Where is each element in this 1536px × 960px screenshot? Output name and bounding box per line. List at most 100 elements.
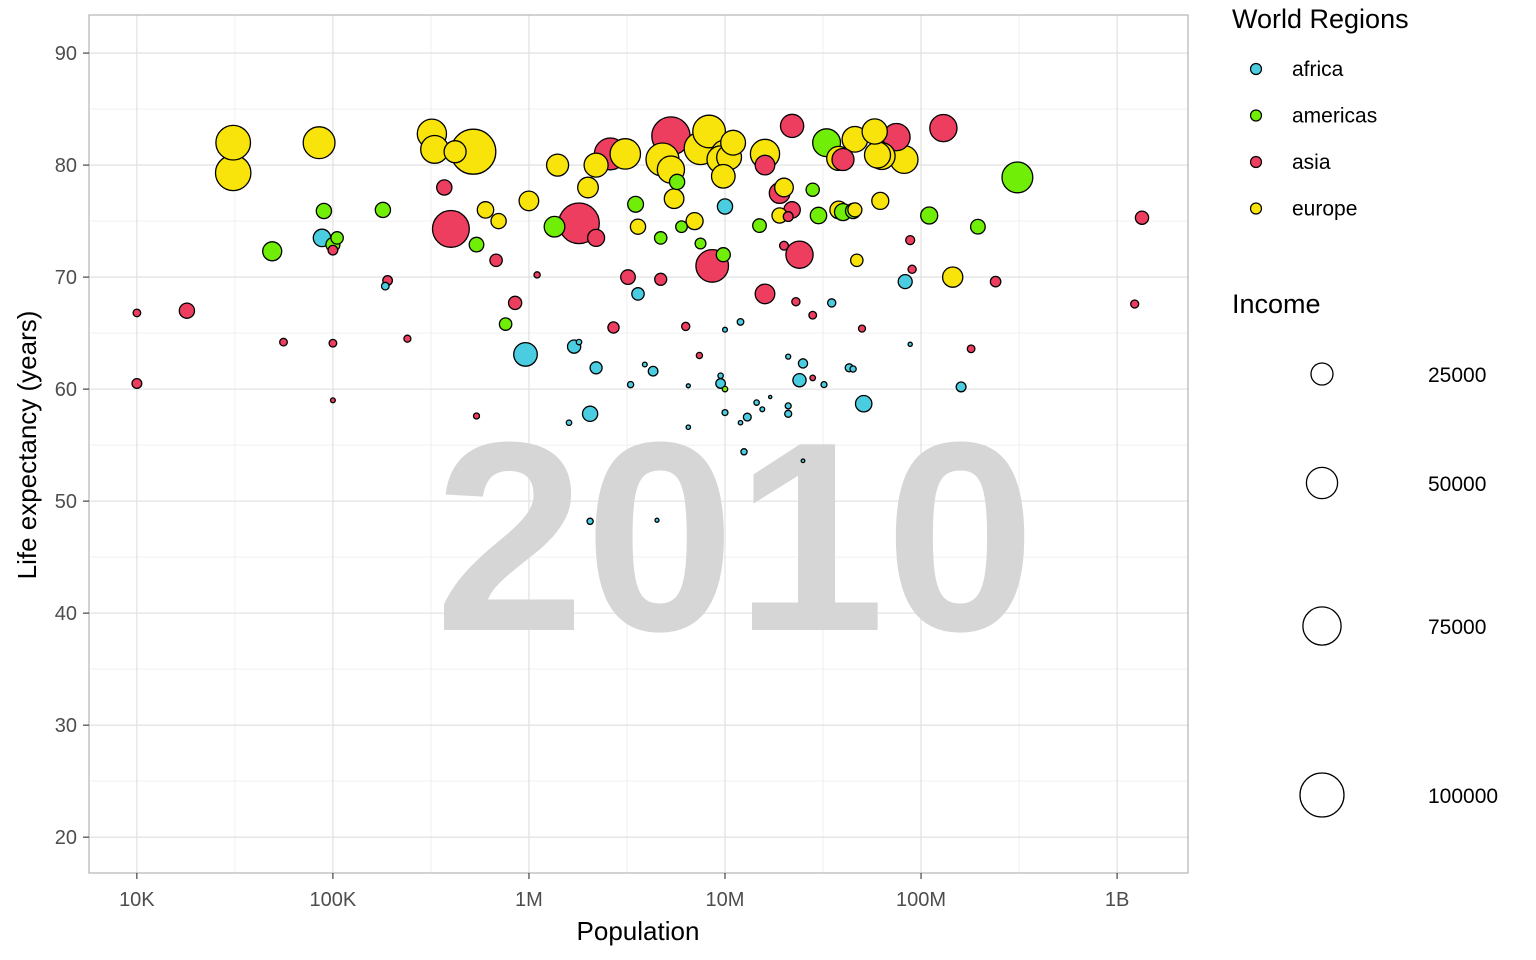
- bubble-africa: [955, 381, 967, 393]
- x-axis-ticks: 10K 100K 1M 10M 100M 1B: [119, 873, 1129, 911]
- bubble-africa: [716, 198, 734, 215]
- bubble-africa: [854, 394, 873, 413]
- bubble-asia: [785, 240, 814, 269]
- bubble-europe: [609, 138, 642, 170]
- x-tick-label: 10M: [706, 889, 745, 911]
- y-axis-ticks: 20 30 40 50 60 70 80 90: [55, 43, 89, 849]
- y-tick-label: 70: [55, 267, 77, 289]
- bubble-africa: [641, 361, 648, 368]
- bubble-africa: [647, 365, 659, 377]
- bubble-europe: [941, 266, 964, 288]
- y-axis-title: Life expectancy (years): [12, 311, 42, 580]
- bubble-americas: [694, 237, 707, 250]
- y-tick-label: 80: [55, 155, 77, 177]
- legend-label-europe: europe: [1292, 198, 1357, 221]
- bubble-europe: [692, 114, 727, 149]
- bubble-americas: [752, 218, 767, 234]
- bubble-asia: [782, 211, 794, 223]
- bubble-europe: [629, 218, 647, 235]
- bubble-africa: [721, 408, 729, 417]
- bubble-asia: [178, 302, 196, 319]
- bubble-americas: [1001, 161, 1034, 194]
- color-legend: World Regions africa americas asia europe: [1232, 4, 1409, 221]
- bubble-africa: [717, 372, 724, 380]
- bubble-asia: [905, 234, 916, 246]
- bubble-asia: [695, 351, 704, 360]
- bubble-africa: [820, 380, 828, 389]
- size-legend-circle: [1302, 606, 1342, 646]
- year-watermark: 2010: [435, 387, 1036, 688]
- legend-label-africa: africa: [1292, 58, 1344, 81]
- legend-key-americas: [1249, 109, 1263, 122]
- bubble-africa: [631, 287, 645, 301]
- bubble-asia: [791, 296, 801, 307]
- bubble-africa: [654, 517, 660, 523]
- bubble-asia: [328, 338, 338, 348]
- bubble-asia: [403, 334, 412, 343]
- x-axis-title: Population: [577, 916, 700, 946]
- y-tick-label: 50: [55, 491, 77, 513]
- legend-key-europe: [1249, 202, 1263, 215]
- bubble-asia: [831, 147, 855, 172]
- bubble-europe: [518, 190, 540, 212]
- bubble-africa: [767, 394, 773, 400]
- y-tick-label: 90: [55, 43, 77, 65]
- bubble-europe: [710, 163, 736, 189]
- bubble-asia: [778, 240, 790, 251]
- legend-key-africa: [1249, 62, 1263, 76]
- bubble-europe: [545, 153, 570, 177]
- bubble-africa: [575, 338, 583, 346]
- size-legend-circle: [1310, 362, 1334, 386]
- bubble-americas: [498, 317, 513, 331]
- bubble-asia: [132, 308, 142, 318]
- size-legend-label: 25000: [1428, 364, 1486, 387]
- bubble-americas: [627, 195, 645, 213]
- bubble-africa: [797, 358, 809, 369]
- bubble-americas: [721, 385, 729, 393]
- bubble-americas: [715, 247, 731, 263]
- bubble-asia: [586, 228, 606, 248]
- size-legend-circle: [1305, 466, 1339, 500]
- bubble-africa: [626, 380, 635, 389]
- bubble-asia: [680, 321, 691, 332]
- bubble-americas: [969, 218, 986, 235]
- bubble-africa: [737, 419, 744, 426]
- color-legend-title: World Regions: [1232, 4, 1409, 34]
- bubble-africa: [685, 424, 692, 431]
- y-tick-label: 40: [55, 603, 77, 625]
- bubble-asia: [929, 113, 958, 143]
- bubble-africa: [685, 383, 691, 389]
- bubble-africa: [742, 412, 752, 422]
- bubble-americas: [543, 215, 566, 238]
- bubble-asia: [779, 113, 805, 139]
- size-legend-label: 75000: [1428, 616, 1486, 639]
- bubble-asia: [754, 154, 776, 176]
- x-tick-label: 1B: [1105, 889, 1129, 911]
- bubble-africa: [826, 298, 837, 308]
- bubble-americas: [668, 173, 686, 191]
- bubble-europe: [847, 202, 863, 218]
- bubble-europe: [476, 201, 495, 219]
- bubble-europe: [490, 212, 507, 230]
- bubble-asia: [329, 397, 336, 404]
- bubble-asia: [507, 295, 523, 311]
- bubble-americas: [262, 241, 283, 262]
- bubble-europe: [849, 253, 864, 268]
- bubble-asia: [436, 179, 453, 196]
- bubble-africa: [380, 281, 390, 291]
- bubble-europe: [861, 118, 888, 145]
- x-tick-label: 100M: [896, 889, 946, 911]
- bubble-asia: [131, 377, 143, 390]
- size-legend-label: 100000: [1428, 785, 1498, 808]
- major-gridlines: [89, 15, 1188, 873]
- bubble-americas: [920, 206, 939, 225]
- bubble-africa: [513, 341, 538, 367]
- bubble-africa: [736, 317, 745, 326]
- bubble-americas: [468, 236, 485, 253]
- legend-key-asia: [1249, 155, 1263, 169]
- bubble-asia: [809, 374, 817, 382]
- bubble-europe: [302, 126, 336, 160]
- bubble-europe: [685, 211, 704, 231]
- bubble-europe: [871, 191, 890, 211]
